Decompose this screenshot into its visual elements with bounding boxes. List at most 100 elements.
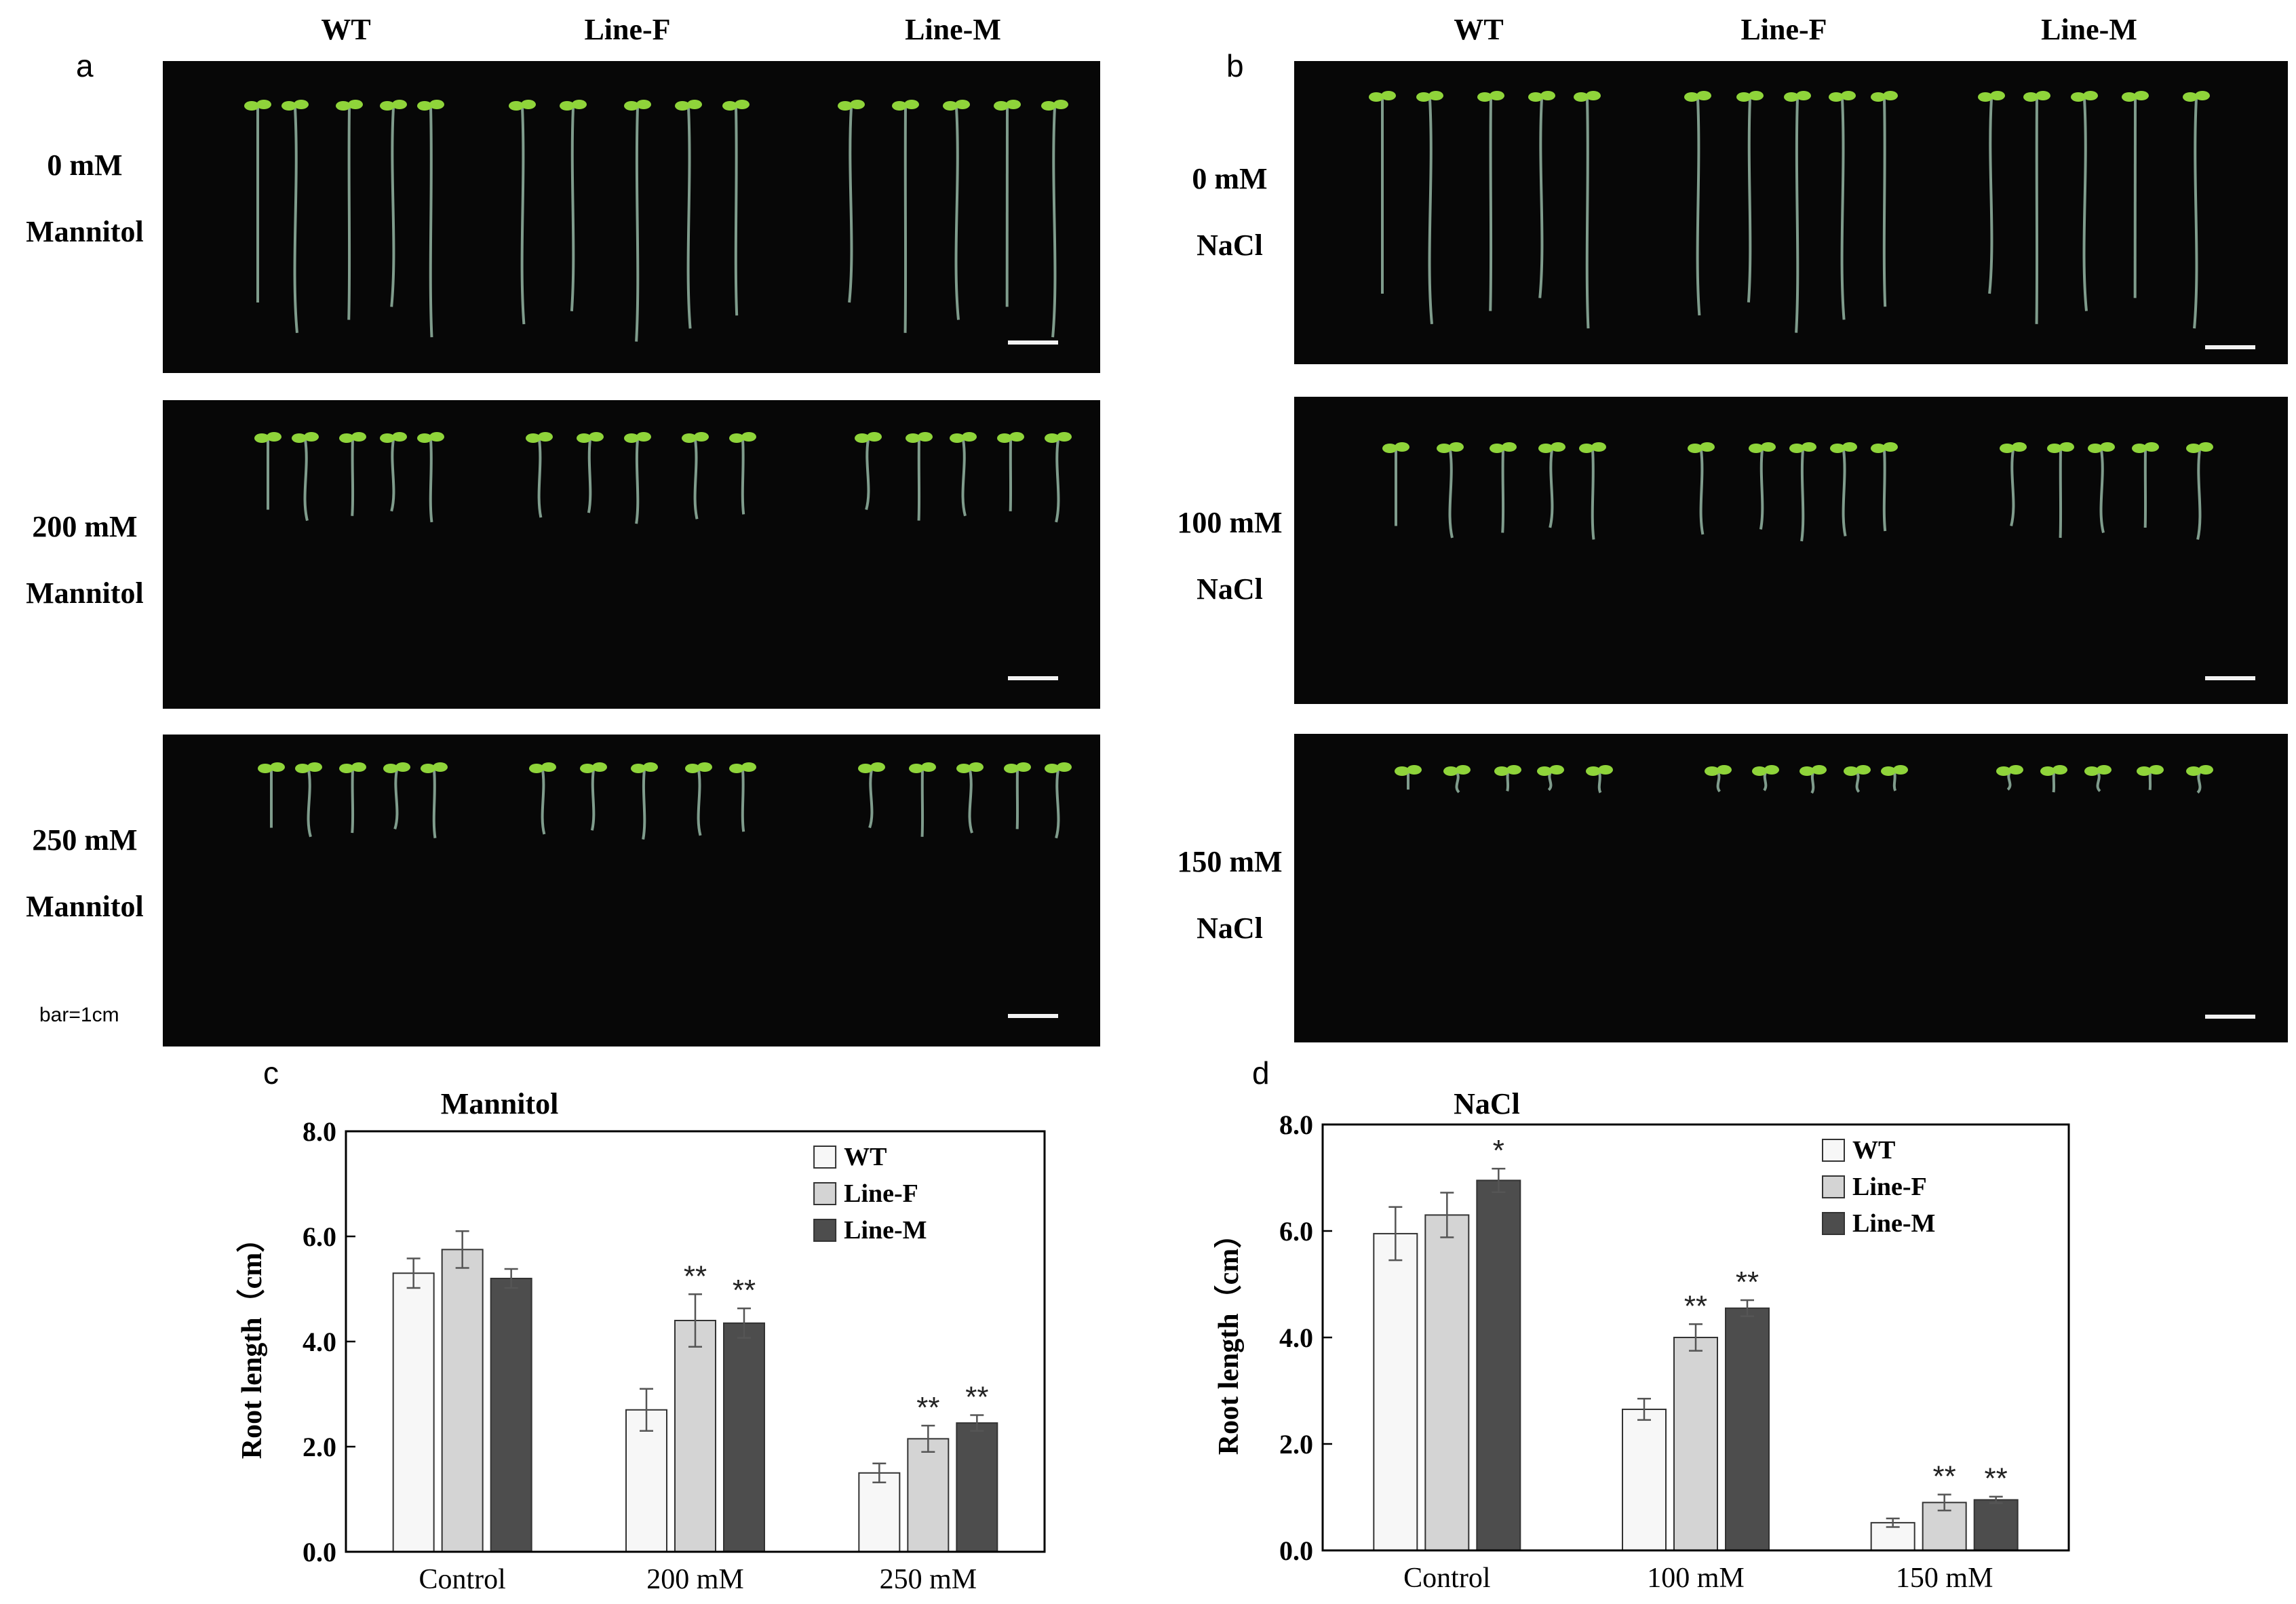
seedling-leaf: [1381, 91, 1396, 100]
seedling-leaf: [909, 764, 924, 773]
seedling-leaf: [339, 764, 354, 773]
bar-line-m: [956, 1422, 998, 1552]
x-tick-label: 250 mM: [880, 1564, 977, 1595]
y-axis-label: Root length（cm）: [236, 1224, 268, 1459]
y-tick-label: 4.0: [1279, 1323, 1313, 1353]
scale-bar: [1008, 340, 1058, 345]
seedling-leaf: [1407, 765, 1422, 775]
seedling-leaf: [1799, 766, 1814, 776]
significance-marker: **: [1985, 1462, 2008, 1495]
seedling-root: [390, 439, 395, 512]
legend-label: WT: [1852, 1136, 1895, 1165]
legend-swatch: [1822, 1212, 1845, 1235]
seedling-leaf: [624, 101, 639, 111]
seedling-leaf: [1006, 100, 1021, 109]
seedling-leaf: [1057, 762, 1072, 772]
seedling-root: [520, 106, 526, 325]
legend-label: WT: [844, 1143, 887, 1171]
seedling-leaf: [1549, 765, 1564, 775]
seedling-leaf: [1784, 92, 1799, 102]
panel-b-row-label-0: 0 mM NaCl: [1152, 146, 1308, 279]
seedling-root: [541, 769, 546, 835]
seedling-root: [1759, 449, 1764, 530]
panel-a-photo-200mm: [163, 400, 1100, 709]
panel-letter-c: c: [263, 1055, 279, 1091]
legend-label: Line-F: [844, 1179, 918, 1208]
seedling-leaf: [258, 764, 273, 773]
seedling-leaf: [1490, 444, 1504, 453]
seedling-leaf: [2198, 442, 2213, 452]
bar-line-m: [1476, 1179, 1521, 1552]
seedling-leaf: [2023, 92, 2038, 102]
seedling-leaf: [433, 762, 448, 772]
seedling-root: [693, 439, 699, 520]
seedling-leaf: [2052, 765, 2067, 775]
seedling-leaf: [294, 100, 309, 109]
seedling-image: [1382, 442, 2213, 542]
seedling-root: [1549, 449, 1554, 528]
significance-marker: *: [1493, 1134, 1504, 1167]
seedling-leaf: [1844, 766, 1859, 776]
legend-label: Line-M: [1852, 1209, 1935, 1238]
seedling-leaf: [741, 762, 756, 772]
seedling-leaf: [304, 432, 319, 442]
seedling-leaf: [2040, 766, 2055, 776]
seedling-leaf: [339, 433, 354, 443]
y-tick-label: 0.0: [303, 1537, 336, 1567]
bar-wt: [625, 1409, 667, 1552]
seedling-leaf: [1045, 433, 1059, 443]
panel-b-photo-control: [1294, 61, 2288, 364]
bar-line-f: [1673, 1337, 1718, 1551]
seedling-root: [1882, 98, 1887, 307]
seedling-leaf: [267, 432, 281, 442]
y-tick-label: 6.0: [303, 1221, 336, 1252]
bar-wt: [1622, 1408, 1667, 1551]
seedling-leaf: [307, 762, 322, 772]
seedling-root: [2006, 771, 2012, 791]
scale-bar: [1008, 1014, 1058, 1018]
seedling-root: [1538, 98, 1544, 298]
seedling-leaf: [2008, 765, 2023, 775]
seedling-root: [307, 769, 312, 838]
seedling-leaf: [521, 100, 536, 109]
seedling-root: [1506, 772, 1510, 791]
row-label-concentration: 200 mM: [32, 510, 138, 543]
seedling-leaf: [956, 764, 971, 773]
seedling-leaf: [1041, 101, 1056, 111]
seedling-root: [2035, 98, 2039, 324]
seedling-leaf: [1437, 444, 1452, 453]
seedling-leaf: [256, 100, 271, 109]
seedling-leaf: [1700, 442, 1715, 452]
row-label-concentration: 0 mM: [1192, 162, 1268, 195]
seedling-leaf: [429, 432, 444, 442]
seedling-leaf: [254, 433, 269, 443]
seedling-leaf: [380, 101, 395, 111]
seedling-leaf: [1016, 762, 1031, 772]
seedling-leaf: [2134, 91, 2149, 100]
seedling-leaf: [2144, 442, 2159, 452]
seedling-leaf: [921, 762, 936, 772]
seedling-leaf: [1456, 765, 1471, 775]
seedling-leaf: [962, 432, 977, 442]
seedling-image: [1369, 91, 2210, 333]
y-tick-label: 2.0: [1279, 1429, 1313, 1460]
seedling-leaf: [1586, 766, 1601, 776]
seedling-leaf: [1990, 91, 2005, 100]
seedling-root: [2052, 772, 2056, 793]
panel-a-photo-250mm: [163, 735, 1100, 1046]
seedling-leaf: [560, 101, 575, 111]
seedling-leaf: [577, 433, 591, 443]
seedling-leaf: [1696, 91, 1711, 100]
seedling-leaf: [417, 101, 432, 111]
seedling-leaf: [1893, 765, 1908, 775]
seedling-root: [2010, 449, 2015, 526]
scale-bar: [1008, 676, 1058, 680]
seedling-root: [351, 769, 355, 834]
seedling-root: [1699, 449, 1705, 535]
seedling-leaf: [855, 433, 870, 443]
seedling-leaf: [1449, 442, 1464, 452]
chart-nacl-root-length: NaCl 0.0 2.0 4.0 6.0 8.0 Root length（cm） * Contr…: [1214, 1087, 2070, 1594]
seedling-leaf: [2186, 444, 2201, 453]
seedling-root: [429, 106, 433, 338]
seedling-leaf: [741, 432, 756, 442]
